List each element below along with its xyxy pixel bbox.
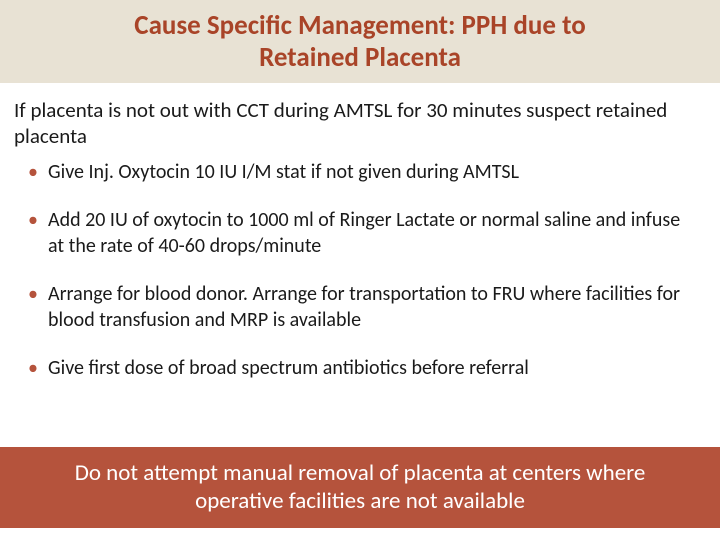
list-item: Arrange for blood donor. Arrange for tra… <box>24 281 696 333</box>
list-item: Give Inj. Oxytocin 10 IU I/M stat if not… <box>24 159 696 185</box>
footer-band: Do not attempt manual removal of placent… <box>0 447 720 529</box>
title-line-1: Cause Specific Management: PPH due to <box>134 9 585 42</box>
list-item: Give first dose of broad spectrum antibi… <box>24 355 696 381</box>
title-line-2: Retained Placenta <box>259 41 461 74</box>
slide-title: Cause Specific Management: PPH due to Re… <box>20 10 700 75</box>
footer-text: Do not attempt manual removal of placent… <box>28 459 692 517</box>
title-band: Cause Specific Management: PPH due to Re… <box>0 0 720 83</box>
intro-text: If placenta is not out with CCT during A… <box>0 83 720 160</box>
list-item: Add 20 IU of oxytocin to 1000 ml of Ring… <box>24 207 696 259</box>
bullet-list: Give Inj. Oxytocin 10 IU I/M stat if not… <box>0 159 720 381</box>
